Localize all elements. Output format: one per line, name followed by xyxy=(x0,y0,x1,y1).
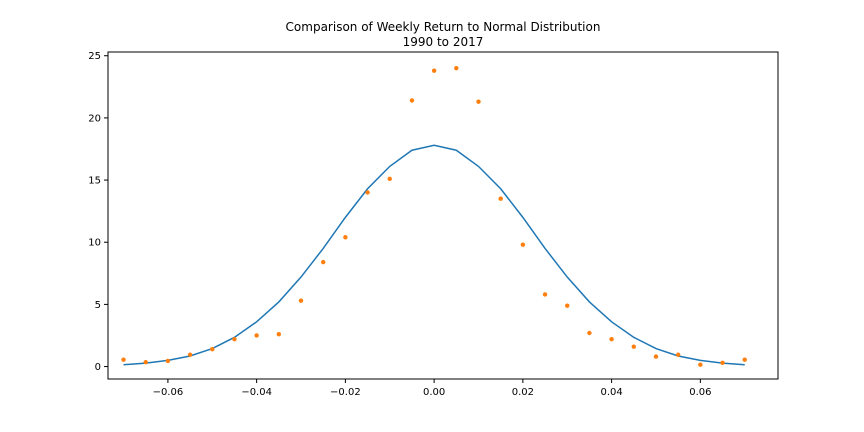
weekly-return-point xyxy=(476,99,481,104)
weekly-return-point xyxy=(187,352,193,357)
weekly-return-point xyxy=(298,298,304,303)
weekly-return-point xyxy=(387,176,392,182)
weekly-return-point xyxy=(343,235,348,240)
weekly-return-point xyxy=(698,362,703,367)
y-tick-label: 5 xyxy=(95,300,101,311)
y-tick-label: 20 xyxy=(88,113,101,124)
y-tick-label: 15 xyxy=(88,176,101,187)
normal-distribution-line xyxy=(123,144,745,366)
axes-frame xyxy=(107,51,779,380)
weekly-return-point xyxy=(454,65,459,71)
weekly-return-point xyxy=(653,354,659,359)
y-tick-label: 10 xyxy=(88,238,101,249)
weekly-return-point xyxy=(631,344,636,349)
weekly-return-point xyxy=(210,346,215,352)
y-tick-label: 0 xyxy=(95,362,101,373)
x-tick-label: 0.00 xyxy=(423,387,445,398)
weekly-return-point xyxy=(365,190,370,195)
weekly-return-point xyxy=(431,68,437,73)
weekly-return-point xyxy=(232,337,237,342)
weekly-return-point xyxy=(675,352,681,357)
chart-title: Comparison of Weekly Return to Normal Di… xyxy=(286,20,601,34)
plot-area: −0.06 −0.04 −0.02 0.00 0.02 0.04 0.06 0 5 10 15 20 2… xyxy=(88,51,747,398)
weekly-return-point xyxy=(542,292,548,297)
weekly-return-point xyxy=(254,333,259,338)
y-tick-label: 25 xyxy=(88,51,101,62)
x-tick-label: 0.06 xyxy=(689,387,711,398)
x-tick-label: −0.04 xyxy=(241,387,272,398)
weekly-return-point xyxy=(321,259,326,265)
weekly-return-point xyxy=(409,98,415,103)
x-tick-label: 0.02 xyxy=(512,387,534,398)
weekly-return-point xyxy=(587,330,592,336)
weekly-return-point xyxy=(121,357,126,362)
chart-subtitle: 1990 to 2017 xyxy=(403,35,484,49)
x-tick-label: −0.06 xyxy=(153,387,184,398)
weekly-return-point xyxy=(609,337,614,342)
weekly-return-point xyxy=(143,360,148,365)
x-tick-label: −0.02 xyxy=(330,387,361,398)
weekly-return-point xyxy=(165,358,171,364)
weekly-return-point xyxy=(742,357,747,362)
weekly-return-point xyxy=(276,332,282,337)
x-tick-label: 0.04 xyxy=(600,387,622,398)
weekly-return-point xyxy=(498,196,503,201)
weekly-return-point xyxy=(720,360,725,366)
weekly-return-point xyxy=(565,303,570,308)
weekly-return-point xyxy=(520,242,526,247)
